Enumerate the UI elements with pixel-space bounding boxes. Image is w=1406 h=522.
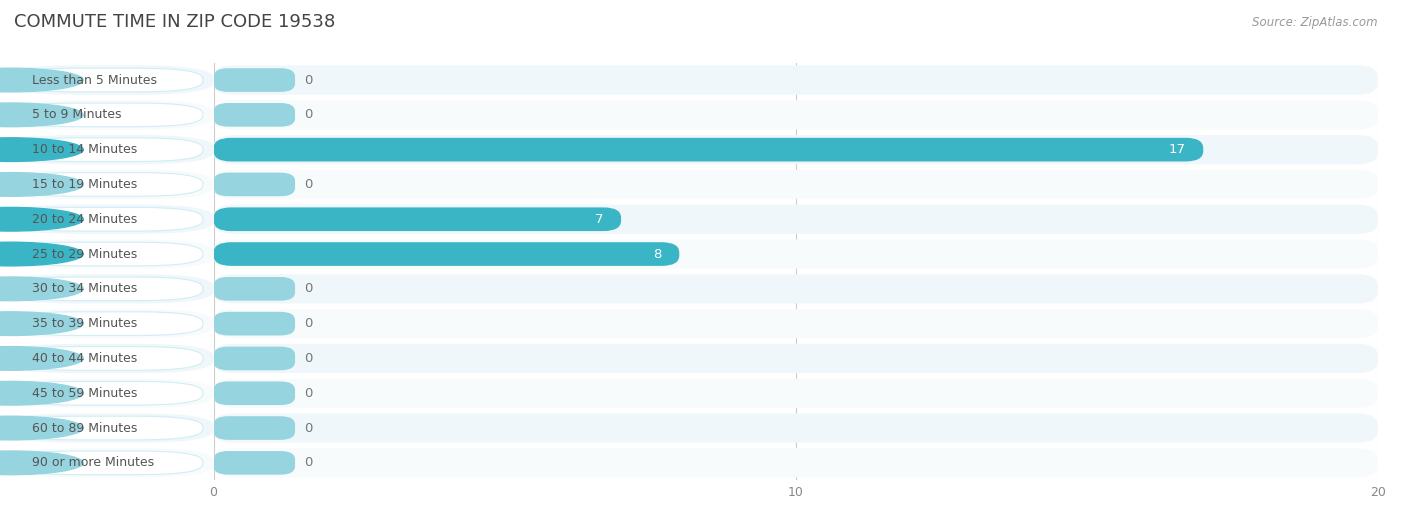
- FancyBboxPatch shape: [11, 416, 202, 440]
- FancyBboxPatch shape: [0, 309, 214, 338]
- FancyBboxPatch shape: [0, 378, 214, 408]
- Text: 20 to 24 Minutes: 20 to 24 Minutes: [32, 213, 138, 226]
- FancyBboxPatch shape: [0, 240, 214, 269]
- FancyBboxPatch shape: [214, 347, 295, 370]
- FancyBboxPatch shape: [214, 309, 1378, 338]
- FancyBboxPatch shape: [11, 242, 202, 266]
- Text: 0: 0: [304, 422, 312, 434]
- Circle shape: [0, 347, 83, 370]
- Text: 25 to 29 Minutes: 25 to 29 Minutes: [32, 247, 138, 260]
- Text: 35 to 39 Minutes: 35 to 39 Minutes: [32, 317, 138, 330]
- Circle shape: [0, 173, 83, 196]
- Text: 0: 0: [304, 282, 312, 295]
- Text: 45 to 59 Minutes: 45 to 59 Minutes: [32, 387, 138, 400]
- Circle shape: [0, 451, 83, 474]
- Text: 60 to 89 Minutes: 60 to 89 Minutes: [32, 422, 138, 434]
- Text: 8: 8: [654, 247, 662, 260]
- Circle shape: [0, 138, 83, 161]
- FancyBboxPatch shape: [214, 103, 295, 127]
- FancyBboxPatch shape: [214, 242, 679, 266]
- FancyBboxPatch shape: [214, 173, 295, 196]
- FancyBboxPatch shape: [11, 277, 202, 301]
- FancyBboxPatch shape: [214, 68, 295, 92]
- Text: 0: 0: [304, 456, 312, 469]
- FancyBboxPatch shape: [11, 207, 202, 231]
- Text: 0: 0: [304, 109, 312, 121]
- FancyBboxPatch shape: [214, 138, 1204, 161]
- FancyBboxPatch shape: [0, 205, 214, 234]
- FancyBboxPatch shape: [214, 416, 295, 440]
- Text: 17: 17: [1168, 143, 1185, 156]
- FancyBboxPatch shape: [214, 378, 1378, 408]
- FancyBboxPatch shape: [214, 451, 295, 474]
- FancyBboxPatch shape: [214, 448, 1378, 478]
- FancyBboxPatch shape: [0, 344, 214, 373]
- Text: Less than 5 Minutes: Less than 5 Minutes: [32, 74, 157, 87]
- FancyBboxPatch shape: [214, 382, 295, 405]
- FancyBboxPatch shape: [0, 170, 214, 199]
- FancyBboxPatch shape: [11, 382, 202, 405]
- FancyBboxPatch shape: [214, 344, 1378, 373]
- FancyBboxPatch shape: [11, 138, 202, 161]
- FancyBboxPatch shape: [214, 135, 1378, 164]
- Circle shape: [0, 242, 83, 266]
- FancyBboxPatch shape: [0, 413, 214, 443]
- Text: 5 to 9 Minutes: 5 to 9 Minutes: [32, 109, 121, 121]
- FancyBboxPatch shape: [214, 277, 295, 301]
- FancyBboxPatch shape: [0, 100, 214, 129]
- FancyBboxPatch shape: [11, 312, 202, 336]
- Circle shape: [0, 312, 83, 336]
- FancyBboxPatch shape: [0, 135, 214, 164]
- FancyBboxPatch shape: [11, 347, 202, 370]
- FancyBboxPatch shape: [214, 100, 1378, 129]
- FancyBboxPatch shape: [11, 68, 202, 92]
- FancyBboxPatch shape: [214, 205, 1378, 234]
- Text: 0: 0: [304, 74, 312, 87]
- FancyBboxPatch shape: [0, 65, 214, 94]
- Text: 90 or more Minutes: 90 or more Minutes: [32, 456, 155, 469]
- FancyBboxPatch shape: [214, 65, 1378, 94]
- FancyBboxPatch shape: [0, 448, 214, 478]
- Circle shape: [0, 382, 83, 405]
- FancyBboxPatch shape: [0, 274, 214, 303]
- Text: 0: 0: [304, 387, 312, 400]
- Circle shape: [0, 277, 83, 301]
- FancyBboxPatch shape: [214, 207, 621, 231]
- Text: COMMUTE TIME IN ZIP CODE 19538: COMMUTE TIME IN ZIP CODE 19538: [14, 14, 335, 31]
- Text: 0: 0: [304, 178, 312, 191]
- FancyBboxPatch shape: [214, 274, 1378, 303]
- Text: 0: 0: [304, 317, 312, 330]
- Circle shape: [0, 207, 83, 231]
- Text: 30 to 34 Minutes: 30 to 34 Minutes: [32, 282, 138, 295]
- FancyBboxPatch shape: [214, 240, 1378, 269]
- FancyBboxPatch shape: [11, 103, 202, 127]
- Text: 10 to 14 Minutes: 10 to 14 Minutes: [32, 143, 138, 156]
- Circle shape: [0, 68, 83, 92]
- Text: 40 to 44 Minutes: 40 to 44 Minutes: [32, 352, 138, 365]
- FancyBboxPatch shape: [214, 170, 1378, 199]
- Text: 0: 0: [304, 352, 312, 365]
- FancyBboxPatch shape: [214, 413, 1378, 443]
- Circle shape: [0, 103, 83, 127]
- FancyBboxPatch shape: [11, 173, 202, 196]
- Circle shape: [0, 416, 83, 440]
- FancyBboxPatch shape: [214, 312, 295, 336]
- Text: 7: 7: [595, 213, 603, 226]
- Text: Source: ZipAtlas.com: Source: ZipAtlas.com: [1253, 16, 1378, 29]
- Text: 15 to 19 Minutes: 15 to 19 Minutes: [32, 178, 138, 191]
- FancyBboxPatch shape: [11, 451, 202, 474]
